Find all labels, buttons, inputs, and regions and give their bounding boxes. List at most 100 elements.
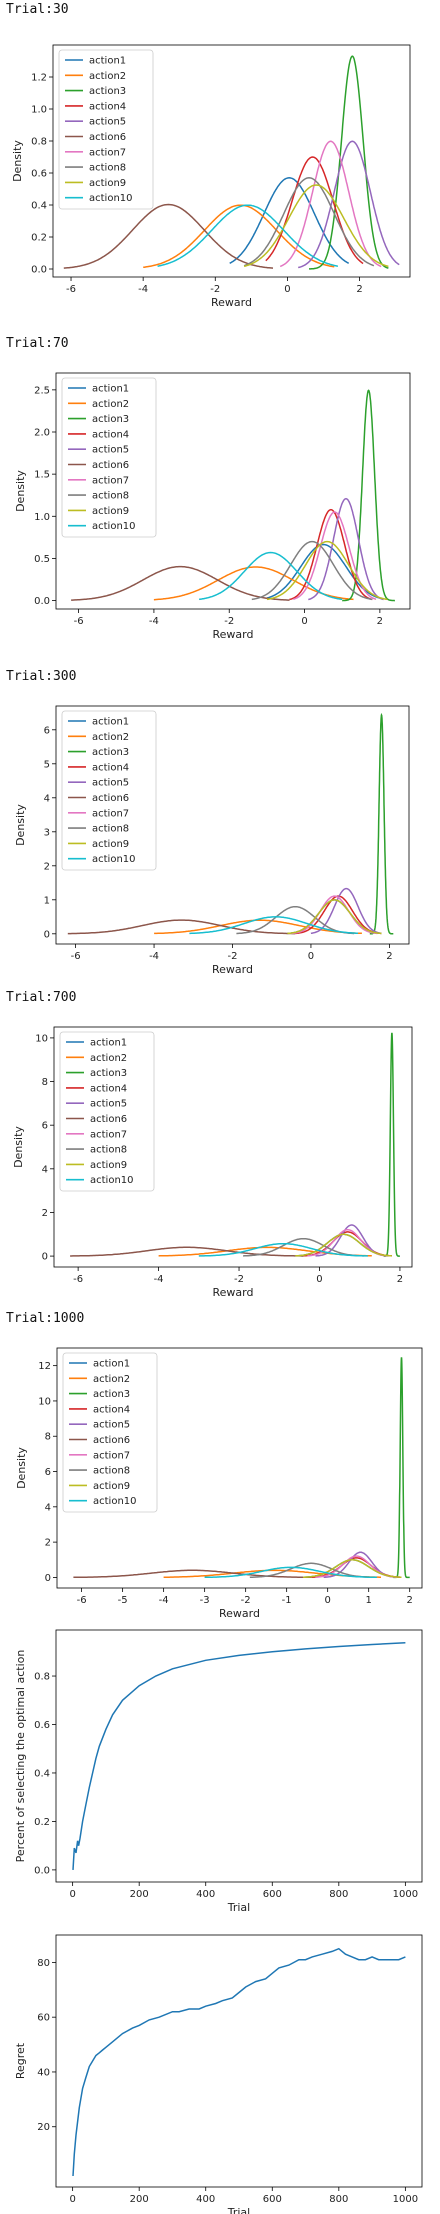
legend-label: action6 [90,1114,127,1125]
x-tick-label: -4 [149,616,159,627]
y-tick-label: 0.8 [34,1672,50,1683]
y-tick-label: 12 [38,1361,51,1372]
action5-density-line [297,140,400,269]
plot-area [70,1032,400,1257]
x-tick-label: -2 [234,1274,244,1285]
action2-density-line [154,919,362,935]
legend-label: action4 [89,101,126,112]
y-tick-label: 2 [44,861,50,872]
y-tick-label: 0.6 [31,169,47,180]
legend-label: action6 [92,793,129,804]
legend-label: action6 [93,1435,130,1446]
x-tick-label: -6 [77,1595,87,1606]
y-tick-label: 10 [35,1033,48,1044]
legend-label: action10 [89,193,133,204]
legend-label: action8 [92,824,129,835]
x-tick-label: -1 [282,1595,292,1606]
action8-density-line [236,905,355,935]
action2-density-line [143,204,335,269]
legend-label: action6 [89,132,126,143]
y-tick-label: 0 [45,1573,51,1584]
y-tick-label: 0.4 [31,201,47,212]
legend-label: action2 [90,1053,127,1064]
x-tick-label: 0 [69,2194,75,2205]
y-tick-label: 0.4 [34,1768,50,1779]
legend-label: action9 [90,1160,127,1171]
y-axis-label: Density [14,804,27,846]
x-tick-label: -6 [66,284,76,295]
legend-label: action10 [90,1175,134,1186]
action8-density-line [243,1237,364,1257]
legend-label: action3 [89,86,126,97]
y-tick-label: 0 [42,1252,48,1263]
legend-box [59,1031,155,1192]
y-tick-label: 5 [44,759,50,770]
action6-density-line [73,1569,312,1579]
y-tick-label: 0.2 [34,1817,50,1828]
y-tick-label: 2 [42,1208,48,1219]
series-line [72,1642,406,1870]
trial-label: Trial:70 [6,336,69,351]
legend-label: action2 [92,732,129,743]
legend-label: action5 [92,445,129,456]
y-tick-label: 0.0 [34,596,50,607]
y-axis-label: Density [15,1447,28,1489]
x-tick-label: 0 [324,1595,330,1606]
y-tick-label: 4 [42,1164,48,1175]
action1-density-line [229,177,350,264]
x-tick-label: -2 [224,616,234,627]
y-tick-label: 1.2 [31,73,47,84]
x-tick-label: 1 [365,1595,371,1606]
y-tick-label: 2.0 [34,428,50,439]
plot-area [72,1642,406,1870]
legend-label: action9 [93,1481,130,1492]
x-tick-label: 400 [196,1889,215,1900]
x-axis-label: Reward [213,1286,254,1299]
x-axis-label: Trial [227,1901,250,1914]
x-tick-label: -3 [200,1595,210,1606]
legend-label: action7 [93,1450,130,1461]
x-tick-label: 2 [386,951,392,962]
action9-density-line [295,1233,392,1257]
plot-frame [52,44,411,278]
legend: action1 action2 action3 action4 action5 actio… [58,49,154,210]
legend-label: action10 [92,854,136,865]
action8-density-line [251,540,373,601]
y-tick-label: 6 [44,725,50,736]
legend-label: action1 [92,384,129,395]
y-tick-label: 1 [44,895,50,906]
y-tick-label: 6 [42,1121,48,1132]
action9-density-line [303,1559,402,1578]
x-tick-label: 0 [284,284,290,295]
y-axis-label: Regret [14,2042,27,2079]
y-axis-label: Percent of selecting the optimal action [14,1650,27,1863]
y-tick-label: 6 [45,1467,51,1478]
action3-density-line [342,389,395,602]
legend-box [58,49,154,210]
x-tick-label: -4 [159,1595,169,1606]
y-tick-label: 0 [44,929,50,940]
legend-label: action3 [92,414,129,425]
y-tick-label: 60 [37,2013,50,2024]
legend-label: action10 [92,521,136,532]
x-tick-label: 1000 [393,2194,418,2205]
action6-density-line [67,919,296,935]
x-tick-label: -2 [210,284,220,295]
density-chart-trial-70: -6 -4 -2 0 2 0.0 0.5 1.0 1.5 2.0 2.5 Reward Density a… [14,372,411,641]
action8-density-line [243,177,375,267]
action6-density-line [63,203,274,269]
plot-area [63,55,400,270]
legend-label: action8 [89,163,126,174]
legend-label: action4 [92,429,129,440]
x-tick-label: 600 [263,2194,282,2205]
y-tick-label: 0.8 [31,137,47,148]
action9-density-line [243,184,389,268]
legend-label: action1 [93,1359,130,1370]
x-tick-label: 0 [301,616,307,627]
x-tick-label: -4 [138,284,148,295]
density-chart-trial-300: -6 -4 -2 0 20123456RewardDensityaction1actio… [14,705,410,976]
action6-density-line [71,565,290,601]
plot-frame [55,372,411,610]
trial-label: Trial:1000 [6,1311,85,1326]
plot-frame [55,1629,423,1883]
